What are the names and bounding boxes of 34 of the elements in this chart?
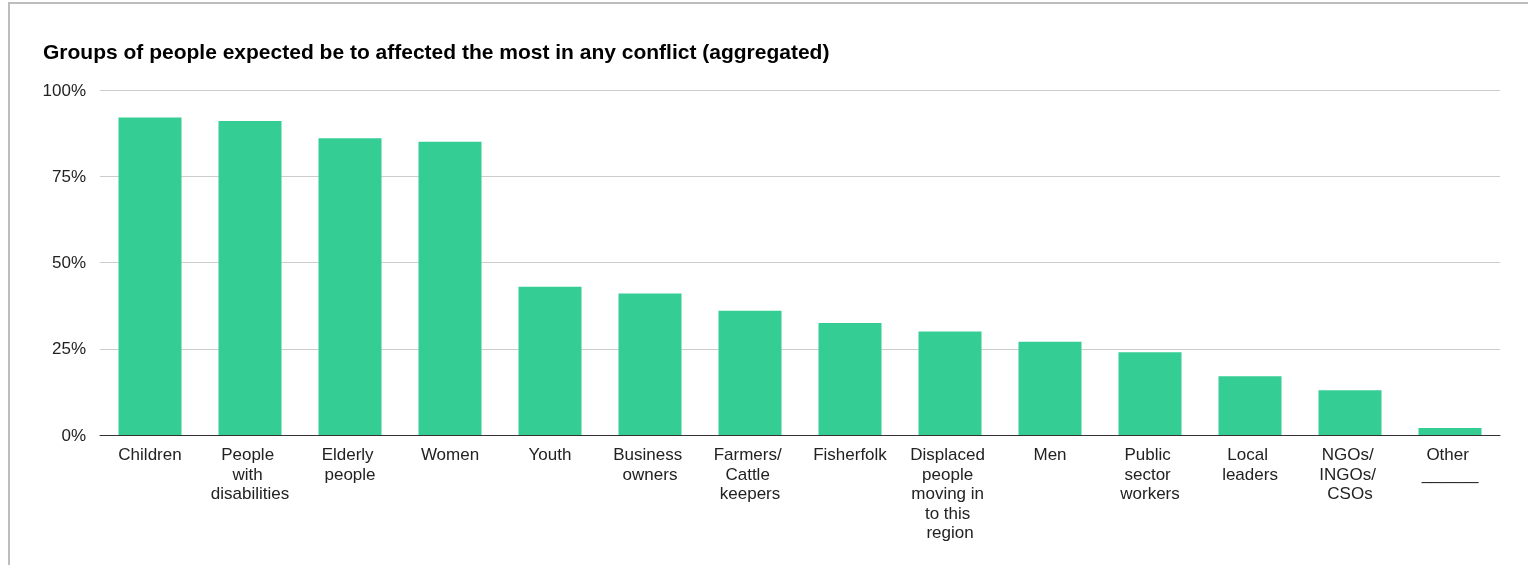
y-tick-label: 50% xyxy=(51,253,86,272)
x-tick-label: Local leaders xyxy=(1222,445,1278,484)
bar xyxy=(618,293,682,435)
bar xyxy=(1318,390,1382,435)
x-tick-label: Fisherfolk xyxy=(813,445,888,465)
x-tick-label: Men xyxy=(1033,445,1067,465)
bar xyxy=(718,310,782,435)
x-tick-label: Business owners xyxy=(613,445,687,484)
x-tick-label: Other ______ xyxy=(1420,445,1479,484)
x-tick-label: Displaced people moving in to this region xyxy=(910,445,990,543)
y-tick-label: 75% xyxy=(51,166,86,186)
bar xyxy=(818,322,882,435)
bar xyxy=(218,121,282,435)
bar xyxy=(1118,352,1182,435)
y-tick-label: 100% xyxy=(42,80,86,100)
bar xyxy=(918,331,982,435)
bar xyxy=(1218,376,1282,435)
x-tick-label: Youth xyxy=(528,445,572,465)
x-tick-label: Farmers/ Cattle keepers xyxy=(713,445,787,504)
bar xyxy=(1018,341,1082,435)
bar xyxy=(1418,428,1482,435)
bar xyxy=(418,141,482,435)
bar xyxy=(118,117,182,435)
chart-title: Groups of people expected be to affected the most in any conflict (aggregated) xyxy=(43,40,830,63)
x-tick-label: Public sector workers xyxy=(1119,445,1180,504)
y-tick-label: 25% xyxy=(51,339,86,359)
y-tick-label: 0% xyxy=(61,425,86,445)
x-tick-label: NGOs/ INGOs/ CSOs xyxy=(1319,445,1381,504)
bar xyxy=(518,286,582,435)
x-tick-label: People with disabilities xyxy=(210,445,290,504)
x-tick-label: Elderly people xyxy=(321,445,379,484)
bar xyxy=(318,138,382,435)
x-tick-label: Children xyxy=(118,445,182,465)
x-tick-label: Women xyxy=(420,445,480,465)
